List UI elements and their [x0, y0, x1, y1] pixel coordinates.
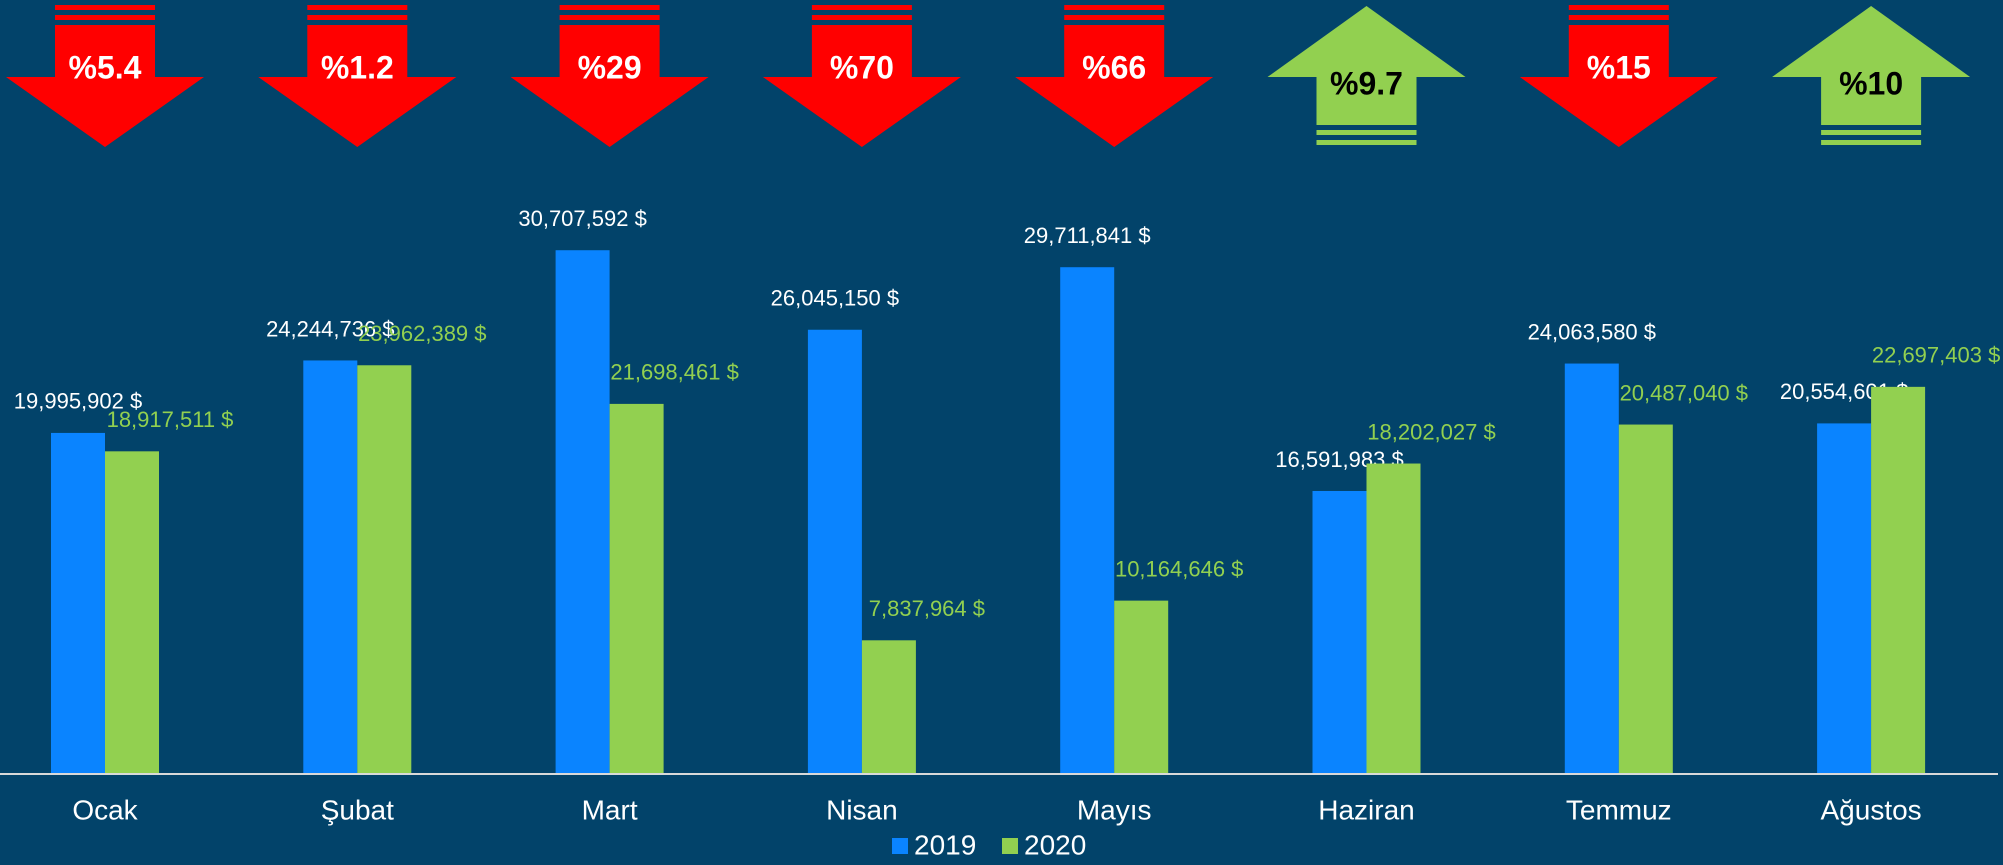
- legend-label: 2019: [914, 829, 976, 860]
- legend-swatch: [1002, 838, 1018, 854]
- bar: [105, 451, 159, 774]
- legend-label: 2020: [1024, 829, 1086, 860]
- arrow-stripe: [811, 15, 912, 20]
- down-arrow: [510, 25, 709, 147]
- arrow-stripe: [1064, 15, 1165, 20]
- data-label: 23,962,389 $: [358, 321, 486, 346]
- bar: [861, 640, 916, 774]
- down-arrow: [6, 25, 204, 147]
- bar: [1871, 386, 1926, 774]
- data-label: 10,164,646 $: [1115, 556, 1243, 581]
- bar: [1618, 424, 1673, 774]
- arrow-stripe: [1821, 140, 1922, 145]
- down-arrow: [1519, 25, 1718, 147]
- data-label: 29,711,841 $: [1024, 223, 1151, 248]
- change-label: %70: [830, 49, 894, 85]
- data-label: 20,487,040 $: [1620, 380, 1748, 405]
- bar: [357, 365, 412, 774]
- legend-swatch: [892, 838, 908, 854]
- arrow-stripe: [559, 5, 660, 10]
- arrow-stripe: [55, 15, 155, 20]
- change-label: %10: [1839, 65, 1903, 101]
- x-tick-label: Mayıs: [1077, 794, 1152, 825]
- data-label: 26,045,150 $: [771, 286, 899, 311]
- arrow-stripe: [559, 15, 660, 20]
- down-arrow: [258, 25, 457, 147]
- x-tick-label: Nisan: [826, 794, 898, 825]
- bar: [1060, 267, 1115, 774]
- bar: [1114, 600, 1169, 774]
- arrow-stripe: [1064, 5, 1165, 10]
- bar: [1366, 463, 1421, 774]
- bar: [303, 360, 358, 774]
- arrow-stripe: [1821, 130, 1922, 135]
- change-label: %15: [1587, 49, 1651, 85]
- bar: [609, 403, 664, 774]
- arrow-stripe: [55, 5, 155, 10]
- change-label: %1.2: [321, 49, 394, 85]
- arrow-stripe: [1568, 5, 1669, 10]
- x-tick-label: Temmuz: [1566, 794, 1672, 825]
- change-label: %66: [1082, 49, 1146, 85]
- arrow-stripe: [811, 5, 912, 10]
- down-arrow: [762, 25, 961, 147]
- arrow-stripe: [307, 15, 408, 20]
- bar: [1312, 490, 1367, 774]
- data-label: 21,698,461 $: [610, 360, 738, 385]
- up-arrow: [1772, 6, 1971, 125]
- change-label: %5.4: [69, 49, 142, 85]
- down-arrow: [1015, 25, 1214, 147]
- bar: [555, 250, 610, 775]
- arrow-stripe: [1316, 140, 1417, 145]
- change-label: %29: [578, 49, 642, 85]
- bar: [51, 432, 105, 774]
- data-label: 19,995,902 $: [14, 389, 142, 414]
- data-label: 7,837,964 $: [869, 596, 985, 621]
- bar: [807, 329, 862, 774]
- data-label: 24,244,736 $: [266, 316, 394, 341]
- data-label: 22,697,403 $: [1872, 343, 2000, 368]
- x-tick-label: Mart: [582, 794, 638, 825]
- arrow-stripe: [1316, 130, 1417, 135]
- x-tick-label: Ağustos: [1821, 794, 1922, 825]
- x-tick-label: Şubat: [321, 794, 394, 825]
- bar: [1564, 363, 1619, 774]
- data-label: 30,707,592 $: [518, 206, 646, 231]
- bar: [1817, 423, 1872, 774]
- data-label: 24,063,580 $: [1528, 319, 1656, 344]
- data-label: 18,917,511 $: [107, 407, 234, 432]
- arrow-stripe: [307, 5, 408, 10]
- data-label: 18,202,027 $: [1367, 419, 1495, 444]
- up-arrow: [1267, 6, 1466, 125]
- change-label: %9.7: [1330, 65, 1403, 101]
- arrow-stripe: [1568, 15, 1669, 20]
- x-tick-label: Haziran: [1318, 794, 1414, 825]
- x-tick-label: Ocak: [72, 794, 138, 825]
